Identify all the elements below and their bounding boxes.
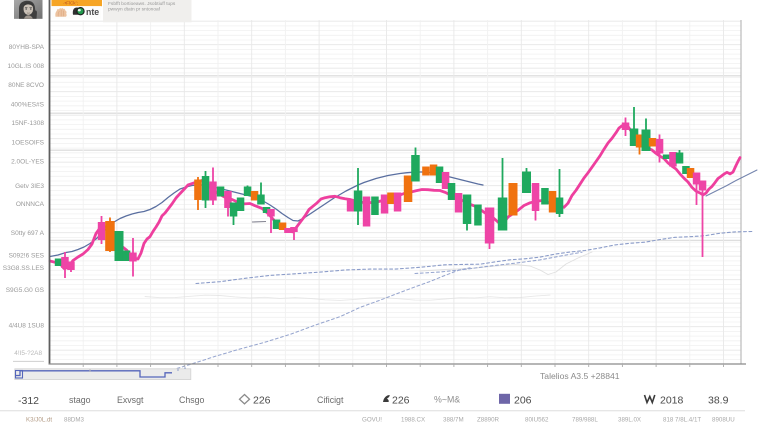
svg-text:789/988L: 789/988L	[572, 417, 598, 424]
svg-text:·•FlCk’;: ·•FlCk’;	[63, 1, 78, 6]
svg-text:80IU562: 80IU562	[525, 417, 549, 424]
svg-text:1988.CX: 1988.CX	[401, 417, 425, 424]
svg-text:2.0OL-YES: 2.0OL-YES	[11, 159, 45, 166]
svg-text:pwwyn dtatn pr sntonoaf: pwwyn dtatn pr sntonoaf	[108, 6, 161, 12]
svg-text:stago: stago	[69, 395, 91, 405]
svg-text:8908UU: 8908UU	[712, 417, 735, 424]
svg-text:80NE 8CVO: 80NE 8CVO	[8, 82, 44, 89]
svg-text:S0tty 697 A: S0tty 697 A	[11, 230, 45, 237]
svg-text:K3/J0L.dt: K3/J0L.dt	[26, 417, 52, 424]
svg-text:-312: -312	[18, 395, 39, 407]
svg-text:Talelios A3.5 +28841: Talelios A3.5 +28841	[540, 371, 620, 381]
svg-text:206: 206	[514, 395, 532, 407]
svg-text:1OESOIFS: 1OESOIFS	[11, 140, 44, 147]
svg-text:nte: nte	[86, 7, 99, 17]
svg-text:GOVU!: GOVU!	[362, 417, 382, 424]
svg-text:4/4U8 1SU8: 4/4U8 1SU8	[9, 323, 45, 330]
svg-text:Chsgo: Chsgo	[179, 395, 205, 405]
svg-text:388/7M: 388/7M	[443, 417, 464, 424]
svg-text:Cificigt: Cificigt	[317, 395, 344, 405]
svg-text:15NF-1308: 15NF-1308	[11, 120, 44, 127]
svg-text:2018: 2018	[660, 395, 684, 407]
svg-text:818 7/8L.4/1T: 818 7/8L.4/1T	[663, 417, 701, 424]
svg-text:80YHB-SPA: 80YHB-SPA	[9, 44, 45, 51]
svg-text:88DM3: 88DM3	[64, 417, 85, 424]
svg-text:38.9: 38.9	[708, 395, 729, 407]
svg-text:S9G5.G0 GS: S9G5.G0 GS	[6, 287, 45, 294]
svg-text:Exvsgt: Exvsgt	[117, 395, 144, 405]
svg-text:%~M&: %~M&	[434, 395, 460, 405]
svg-text:389L.0X: 389L.0X	[618, 417, 641, 424]
svg-text:Z8890R: Z8890R	[477, 417, 500, 424]
svg-text:400%ES#S: 400%ES#S	[11, 102, 45, 109]
svg-text:S092!6 SES: S092!6 SES	[9, 253, 45, 260]
svg-text:4!I5-?2A8: 4!I5-?2A8	[14, 350, 42, 357]
svg-text:10GL.IS 008: 10GL.IS 008	[8, 63, 45, 70]
svg-text:Getv 3IE3: Getv 3IE3	[15, 183, 44, 190]
svg-text:226: 226	[392, 395, 410, 407]
svg-text:Fsbfft bortioeaws. Jsobtiuff t: Fsbfft bortioeaws. Jsobtiuff tups	[108, 1, 176, 7]
svg-text:226: 226	[253, 395, 271, 407]
svg-text:S3G8.SS.LES: S3G8.SS.LES	[3, 265, 45, 272]
svg-text:ONNNCA: ONNNCA	[16, 201, 45, 208]
